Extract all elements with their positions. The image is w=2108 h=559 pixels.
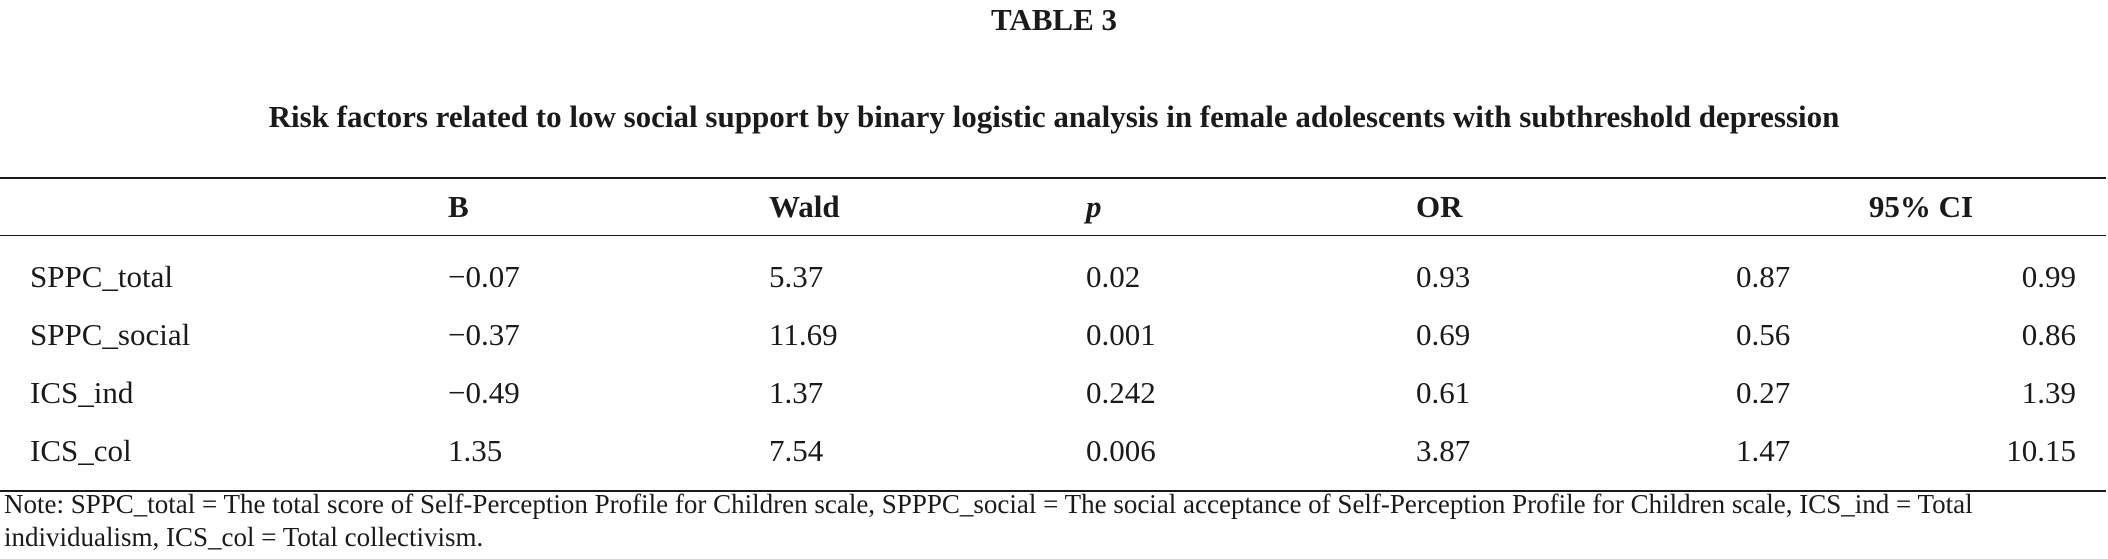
cell-ci-low: 0.87 [1736, 259, 1791, 294]
cell-p: 0.242 [1086, 375, 1156, 410]
table-note: Note: SPPC_total = The total score of Se… [4, 489, 1973, 552]
results-table: B Wald p OR 95% CI SPPC_total −0.07 5.37… [0, 177, 2106, 492]
cell-b: −0.07 [448, 259, 520, 294]
header-row: B Wald p OR 95% CI [0, 178, 2106, 236]
cell-or: 0.69 [1416, 317, 1471, 352]
cell-p: 0.006 [1086, 433, 1156, 468]
table-label: TABLE 3 [990, 2, 1118, 37]
row-label: SPPC_total [30, 259, 173, 294]
cell-b: −0.49 [448, 375, 520, 410]
table-row: ICS_ind −0.49 1.37 0.242 0.61 0.27 1.39 [0, 364, 2106, 422]
header-95ci: 95% CI [1868, 189, 1974, 224]
cell-wald: 5.37 [769, 259, 824, 294]
table-row: SPPC_social −0.37 11.69 0.001 0.69 0.56 … [0, 306, 2106, 364]
cell-p: 0.001 [1086, 317, 1156, 352]
cell-ci-low: 1.47 [1736, 433, 1791, 468]
cell-b: −0.37 [448, 317, 520, 352]
cell-ci-high: 10.15 [2006, 433, 2076, 468]
cell-wald: 7.54 [769, 433, 824, 468]
cell-or: 3.87 [1416, 433, 1471, 468]
cell-ci-high: 0.99 [2021, 259, 2076, 294]
header-b: B [448, 189, 469, 224]
table-caption: Risk factors related to low social suppo… [268, 99, 1840, 134]
cell-ci-low: 0.27 [1736, 375, 1791, 410]
row-label: ICS_col [30, 433, 132, 468]
row-label: SPPC_social [30, 317, 191, 352]
cell-or: 0.61 [1416, 375, 1471, 410]
cell-wald: 11.69 [769, 317, 838, 352]
table-row: SPPC_total −0.07 5.37 0.02 0.93 0.87 0.9… [0, 236, 2106, 307]
cell-wald: 1.37 [769, 375, 824, 410]
cell-ci-low: 0.56 [1736, 317, 1791, 352]
table-row: ICS_col 1.35 7.54 0.006 3.87 1.47 10.15 [0, 422, 2106, 491]
cell-ci-high: 0.86 [2021, 317, 2076, 352]
row-label: ICS_ind [30, 375, 134, 410]
header-p: p [1086, 189, 1102, 224]
header-variable [0, 178, 448, 236]
cell-b: 1.35 [448, 433, 503, 468]
cell-or: 0.93 [1416, 259, 1471, 294]
header-wald: Wald [769, 189, 840, 224]
cell-ci-high: 1.39 [2021, 375, 2076, 410]
cell-p: 0.02 [1086, 259, 1141, 294]
header-or: OR [1416, 189, 1463, 224]
